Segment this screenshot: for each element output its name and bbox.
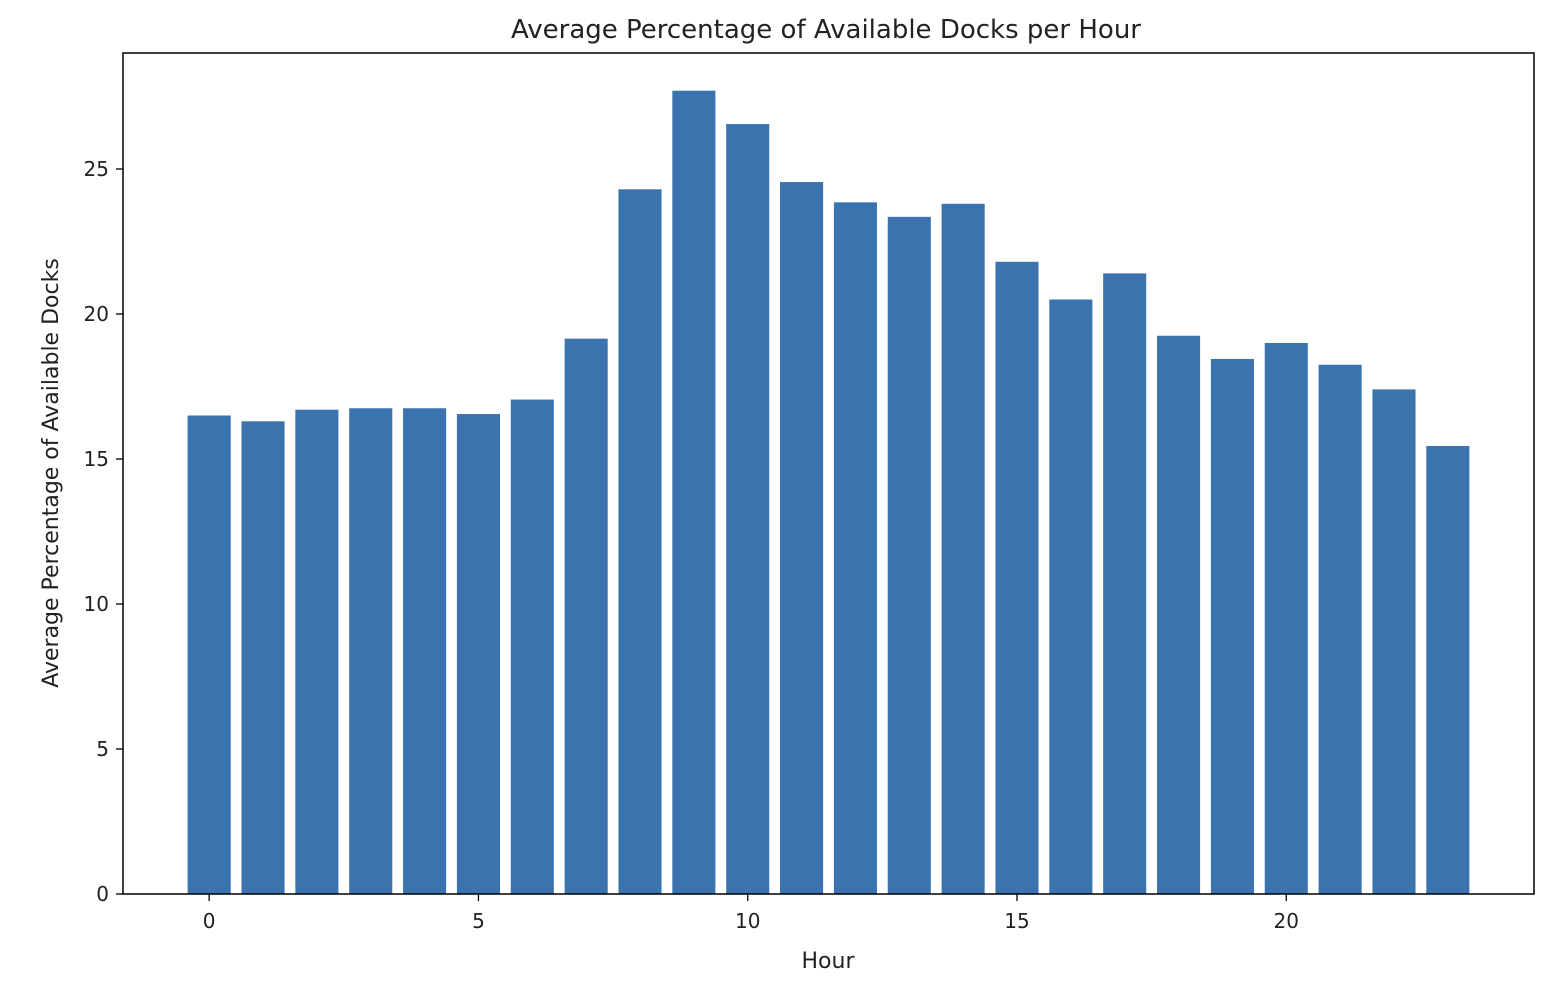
bar-hour-20 bbox=[1264, 343, 1308, 894]
plot-frame bbox=[122, 52, 1535, 895]
bar-hour-19 bbox=[1210, 358, 1254, 894]
y-tick-label: 0 bbox=[96, 882, 109, 906]
bar-hour-8 bbox=[618, 189, 662, 895]
bar-hour-23 bbox=[1426, 445, 1470, 894]
bar-hour-1 bbox=[241, 421, 285, 894]
bar-hour-6 bbox=[510, 399, 554, 894]
y-tick-label: 20 bbox=[84, 302, 109, 326]
bar-hour-5 bbox=[456, 414, 500, 894]
bar-hour-0 bbox=[187, 415, 231, 894]
x-axis-label: Hour bbox=[802, 949, 856, 974]
bar-hour-15 bbox=[995, 261, 1039, 894]
x-axis-ticks: 0 5 10 15 20 bbox=[203, 894, 1299, 933]
y-tick-label: 5 bbox=[96, 737, 109, 761]
bar-hour-14 bbox=[941, 203, 985, 895]
bar-hour-10 bbox=[726, 124, 770, 895]
x-tick-label: 15 bbox=[1004, 909, 1029, 933]
bar-hour-7 bbox=[564, 338, 608, 894]
bars-group bbox=[187, 90, 1470, 895]
y-tick-label: 10 bbox=[84, 592, 109, 616]
y-axis-label: Average Percentage of Available Docks bbox=[39, 258, 64, 688]
bar-hour-18 bbox=[1157, 335, 1201, 894]
x-tick-label: 10 bbox=[735, 909, 760, 933]
x-tick-label: 20 bbox=[1274, 909, 1299, 933]
chart-title: Average Percentage of Available Docks pe… bbox=[511, 15, 1141, 45]
bar-hour-16 bbox=[1049, 299, 1093, 894]
bar-hour-21 bbox=[1318, 364, 1362, 894]
y-tick-label: 15 bbox=[84, 447, 109, 471]
y-axis-ticks: 0 5 10 15 20 25 bbox=[84, 157, 123, 906]
bar-hour-22 bbox=[1372, 389, 1416, 894]
x-tick-label: 0 bbox=[203, 909, 216, 933]
y-tick-label: 25 bbox=[84, 157, 109, 181]
bar-hour-13 bbox=[887, 216, 931, 895]
bar-hour-2 bbox=[295, 409, 339, 894]
bar-hour-11 bbox=[780, 182, 824, 895]
bar-hour-17 bbox=[1103, 273, 1147, 894]
bar-hour-9 bbox=[672, 90, 716, 894]
bar-hour-12 bbox=[833, 202, 877, 895]
x-tick-label: 5 bbox=[472, 909, 485, 933]
bar-hour-3 bbox=[349, 408, 393, 894]
bar-hour-4 bbox=[403, 408, 447, 894]
